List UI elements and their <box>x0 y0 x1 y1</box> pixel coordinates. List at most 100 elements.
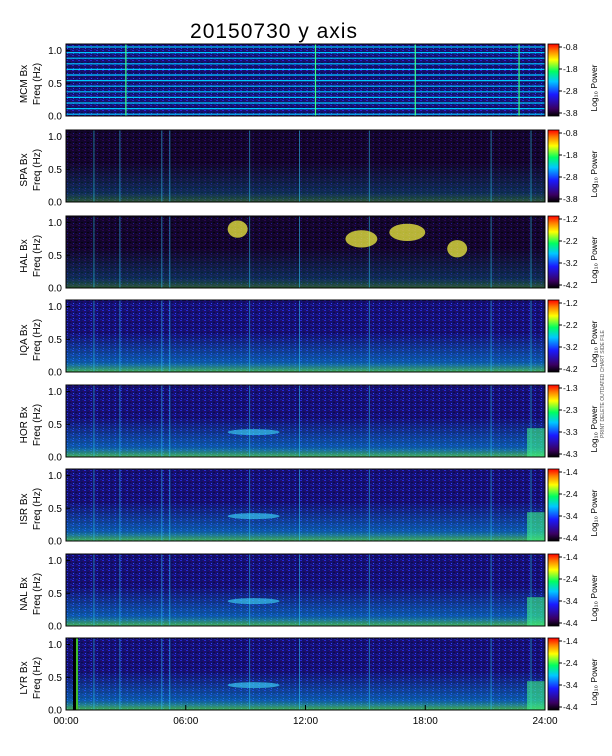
station-label: IQA Bx <box>19 324 30 355</box>
colorbar <box>547 299 560 373</box>
y-tick-label: 0.0 <box>48 198 62 209</box>
colorbar <box>547 215 560 289</box>
freq-axis-label: Freq (Hz) <box>32 573 43 615</box>
low-freq-band <box>66 248 545 288</box>
x-tick-label: 06:00 <box>173 716 198 727</box>
colorbar-tick-label: -1.2 <box>563 298 578 308</box>
colorbar-tick-label: -1.4 <box>563 636 578 646</box>
low-freq-band <box>66 586 545 626</box>
colorbar-label: Log₁₀ Power <box>589 64 599 111</box>
y-tick-label: 0.0 <box>48 368 62 379</box>
panel-isr: 0.0 0.5 1.0 ISR Bx Freq (Hz) -1.4 -2.4 -3.4 -4.4… <box>19 467 599 548</box>
colorbar-tick-label: -1.4 <box>563 467 578 477</box>
panel-frame <box>65 129 546 203</box>
colorbar-tick-label: -2.2 <box>563 320 578 330</box>
colorbar-tick-label: -3.2 <box>563 258 578 268</box>
y-tick-label: 0.5 <box>48 673 62 684</box>
colorbar-tick-label: -1.2 <box>563 214 578 224</box>
station-label: HOR Bx <box>19 407 30 444</box>
panel-frame <box>65 43 546 117</box>
colorbar <box>547 468 560 542</box>
freq-axis-label: Freq (Hz) <box>32 404 43 446</box>
station-label: LYR Bx <box>19 661 30 694</box>
panel-frame <box>65 384 546 458</box>
y-tick-label: 0.0 <box>48 537 62 548</box>
colorbar-tick-label: -3.3 <box>563 427 578 437</box>
y-tick-label: 1.0 <box>48 556 62 567</box>
y-tick-label: 0.0 <box>48 622 62 633</box>
x-tick-label: 12:00 <box>293 716 318 727</box>
colorbar-tick-label: -0.8 <box>563 128 578 138</box>
colorbar <box>547 384 560 458</box>
colorbar-tick-label: -2.8 <box>563 172 578 182</box>
colorbar-tick-label: -3.8 <box>563 194 578 204</box>
colorbar-tick-label: -3.4 <box>563 680 578 690</box>
panel-iqa: 0.0 0.5 1.0 IQA Bx Freq (Hz) -1.2 -2.2 -3.2 -4.2… <box>19 298 599 379</box>
colorbar-label: Log₁₀ Power <box>589 405 599 452</box>
low-freq-band <box>66 162 545 202</box>
colorbar-tick-label: -4.2 <box>563 364 578 374</box>
emission-patch <box>227 429 280 436</box>
y-tick-label: 0.5 <box>48 420 62 431</box>
colorbar-tick-label: -3.4 <box>563 511 578 521</box>
side-note: PRINT DELETE OUTDATED CHART SIDE FILE <box>600 329 606 437</box>
emission-patch <box>389 223 426 242</box>
y-tick-label: 0.5 <box>48 589 62 600</box>
emission-patch <box>447 240 468 258</box>
station-label: SPA Bx <box>19 153 30 186</box>
emission-patch <box>527 597 545 626</box>
colorbar <box>547 129 560 203</box>
y-tick-label: 1.0 <box>48 471 62 482</box>
panel-frame <box>65 553 546 627</box>
y-tick-label: 0.5 <box>48 79 62 90</box>
emission-patch <box>227 513 280 520</box>
colorbar-tick-label: -2.4 <box>563 489 578 499</box>
emission-patch <box>527 681 545 710</box>
colorbar-tick-label: -1.8 <box>563 64 578 74</box>
freq-axis-label: Freq (Hz) <box>32 149 43 191</box>
y-tick-label: 0.5 <box>48 335 62 346</box>
spike <box>75 638 78 710</box>
panel-spa: 0.0 0.5 1.0 SPA Bx Freq (Hz) -0.8 -1.8 -2.8 -3.8… <box>19 128 599 209</box>
freq-axis-label: Freq (Hz) <box>32 488 43 530</box>
y-tick-label: 0.0 <box>48 453 62 464</box>
low-freq-band <box>66 332 545 372</box>
emission-patch <box>527 512 545 541</box>
colorbar-label: Log₁₀ Power <box>589 489 599 536</box>
emission-patch <box>227 598 280 605</box>
colorbar-tick-label: -4.2 <box>563 280 578 290</box>
freq-axis-label: Freq (Hz) <box>32 63 43 105</box>
low-freq-band <box>66 417 545 457</box>
panel-hal: 0.0 0.5 1.0 HAL Bx Freq (Hz) -1.2 -2.2 -3.2 -4.2… <box>19 214 599 295</box>
y-tick-label: 0.0 <box>48 284 62 295</box>
colorbar-label: Log₁₀ Power <box>589 658 599 705</box>
colorbar-tick-label: -2.4 <box>563 658 578 668</box>
x-tick-label: 00:00 <box>53 716 78 727</box>
low-freq-band <box>66 501 545 541</box>
colorbar-label: Log₁₀ Power <box>589 236 599 283</box>
freq-axis-label: Freq (Hz) <box>32 319 43 361</box>
panel-frame <box>65 468 546 542</box>
y-tick-label: 0.5 <box>48 251 62 262</box>
emission-patch <box>527 428 545 457</box>
colorbar-tick-label: -2.2 <box>563 236 578 246</box>
colorbar <box>547 43 560 117</box>
y-tick-label: 0.0 <box>48 112 62 123</box>
colorbar-tick-label: -1.3 <box>563 383 578 393</box>
colorbar-label: Log₁₀ Power <box>589 574 599 621</box>
emission-patch <box>227 682 280 689</box>
x-tick-label: 18:00 <box>413 716 438 727</box>
colorbar-tick-label: -2.8 <box>563 86 578 96</box>
y-tick-label: 1.0 <box>48 132 62 143</box>
colorbar-tick-label: -1.8 <box>563 150 578 160</box>
time-axis: 00:00 06:00 12:00 18:00 24:00 <box>53 705 558 727</box>
colorbar-tick-label: -3.4 <box>563 596 578 606</box>
panel-frame <box>65 215 546 289</box>
y-tick-label: 0.0 <box>48 706 62 717</box>
figure-title: 20150730 y axis <box>190 20 358 43</box>
panel-nal: 0.0 0.5 1.0 NAL Bx Freq (Hz) -1.4 -2.4 -3.4 -4.4… <box>19 552 599 633</box>
y-tick-label: 1.0 <box>48 46 62 57</box>
colorbar-tick-label: -4.4 <box>563 702 578 712</box>
